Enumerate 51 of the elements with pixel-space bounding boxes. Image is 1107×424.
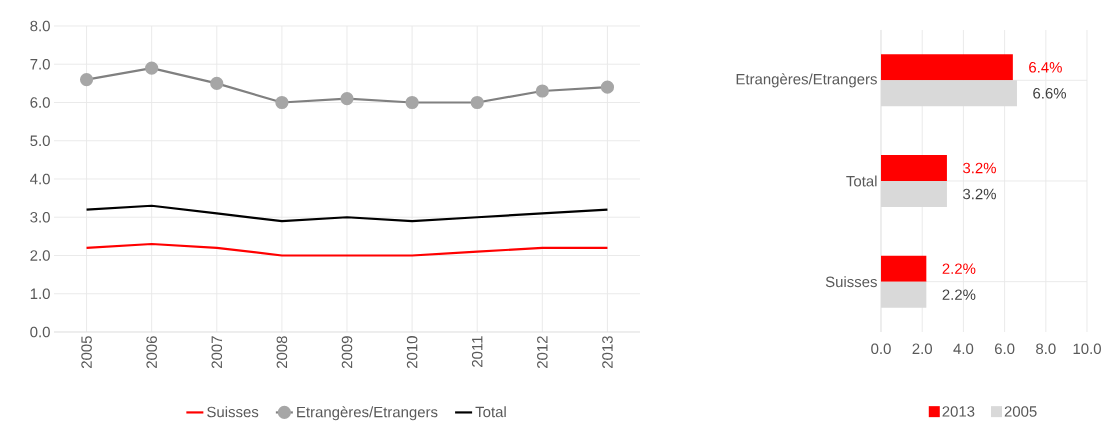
y-tick-label: 6.0 [30, 97, 50, 108]
y-tick-label: Suisses [825, 276, 877, 288]
data-label: 2.2% [942, 263, 976, 274]
data-label: 6.6% [1033, 88, 1067, 99]
point [210, 76, 224, 90]
y-tick-label: 1.0 [30, 288, 50, 300]
y-tick-label: 7.0 [30, 58, 50, 70]
point [470, 95, 484, 110]
point [340, 92, 354, 106]
point [79, 72, 94, 87]
legend-label: Suisses [207, 406, 259, 418]
data-label: 3.2% [963, 188, 996, 200]
point [600, 80, 615, 94]
point [405, 95, 419, 110]
y-tick-label: 0.0 [30, 326, 50, 338]
x-tick-label: 2006 [146, 336, 157, 369]
data-label: 3.2% [963, 162, 996, 174]
legend-label: 2013 [942, 406, 975, 417]
x-tick-label: 2012 [537, 336, 548, 369]
y-tick-label: 3.0 [30, 211, 50, 223]
bar [881, 155, 947, 181]
point [275, 95, 289, 110]
x-tick-label: 2.0 [912, 343, 933, 355]
x-tick-label: 10.0 [1073, 343, 1101, 355]
y-tick-label: 5.0 [30, 135, 50, 147]
y-tick-label: Total [846, 175, 877, 187]
x-tick-label: 2010 [406, 336, 418, 369]
data-label: 2.2% [942, 289, 976, 300]
x-tick-label: 2008 [276, 336, 288, 369]
x-tick-label: 2005 [81, 336, 92, 369]
bar [881, 54, 1013, 81]
x-tick-label: 2013 [602, 336, 613, 369]
y-tick-label: Etrangères/Etrangers [736, 73, 877, 88]
x-tick-label: 2007 [211, 336, 223, 369]
line-series [85, 204, 609, 223]
bar [881, 255, 927, 282]
y-tick-label: 4.0 [30, 173, 50, 185]
x-tick-label: 2011 [471, 336, 483, 367]
data-label: 6.4% [1029, 62, 1062, 73]
y-tick-label: 2.0 [30, 250, 50, 261]
x-tick-label: 2009 [341, 336, 353, 369]
x-tick-label: 0.0 [871, 343, 891, 355]
legend-label: 2005 [1004, 406, 1037, 417]
point [535, 84, 549, 98]
legend-label: Etrangères/Etrangers [297, 406, 438, 421]
x-tick-label: 4.0 [953, 343, 974, 355]
legend-label: Total [475, 406, 506, 418]
y-tick-label: 8.0 [30, 20, 50, 32]
point [145, 61, 159, 75]
x-tick-label: 8.0 [1036, 343, 1056, 355]
x-tick-label: 6.0 [994, 343, 1015, 355]
